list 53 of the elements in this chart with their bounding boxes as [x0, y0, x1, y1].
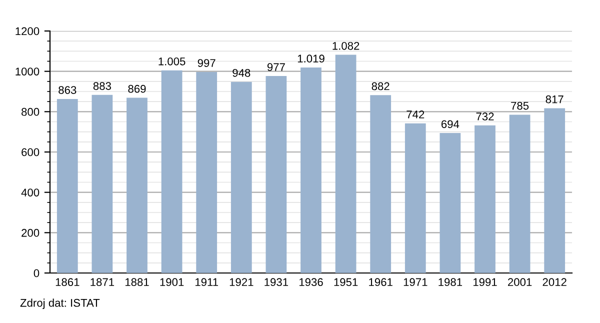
x-tick-label: 1951 [334, 278, 358, 286]
bar [509, 114, 530, 273]
x-tick-label: 1871 [90, 278, 114, 286]
data-label: 1.019 [298, 54, 324, 63]
bar [161, 70, 182, 273]
bar [196, 72, 218, 273]
data-label: 863 [58, 86, 76, 94]
bar [370, 95, 392, 273]
x-tick-label: 1921 [230, 278, 254, 286]
bar [126, 98, 148, 273]
data-label: 882 [372, 82, 390, 90]
data-label: 1.082 [332, 42, 360, 50]
data-label: 997 [198, 59, 216, 67]
bar [474, 125, 496, 273]
x-tick-label: 2012 [542, 278, 566, 286]
data-label: 742 [406, 110, 424, 118]
bar [440, 133, 461, 273]
x-tick-label: 1936 [299, 278, 323, 286]
data-label: 883 [93, 82, 111, 90]
data-label: 948 [232, 68, 250, 77]
data-label: 869 [128, 84, 146, 93]
data-label: 817 [546, 95, 564, 104]
data-label: 732 [476, 112, 494, 120]
bar [544, 108, 566, 273]
x-tick-label: 1911 [196, 278, 218, 286]
y-tick-label: 1000 [16, 68, 40, 76]
x-tick-label: 1901 [160, 278, 184, 286]
y-tick-label: 400 [21, 188, 40, 196]
x-tick-label: 1971 [404, 278, 428, 286]
x-tick-label: 1961 [369, 278, 392, 286]
bar [92, 94, 113, 273]
data-label: 785 [511, 102, 529, 110]
text: Zdroj dat: ISTAT [20, 298, 100, 309]
bar [56, 98, 78, 273]
y-tick-label: 800 [22, 108, 40, 116]
x-tick-label: 2001 [508, 278, 532, 286]
x-tick-label: 1861 [56, 278, 80, 286]
x-tick-label: 1981 [438, 278, 462, 286]
bar [300, 68, 322, 273]
bar [335, 54, 356, 273]
x-tick-label: 1931 [264, 278, 288, 286]
data-label: 694 [441, 120, 460, 128]
y-tick-label: 1200 [16, 27, 40, 36]
y-tick-label: 0 [34, 269, 40, 278]
bar [266, 76, 287, 273]
x-tick-label: 1881 [125, 278, 149, 286]
x-tick-label: 1991 [473, 278, 497, 286]
bar [404, 123, 426, 273]
y-tick-label: 600 [22, 148, 40, 156]
y-tick-label: 200 [22, 228, 40, 237]
bar [230, 82, 252, 273]
data-label: 977 [267, 63, 285, 71]
data-label: 1.005 [158, 57, 186, 66]
